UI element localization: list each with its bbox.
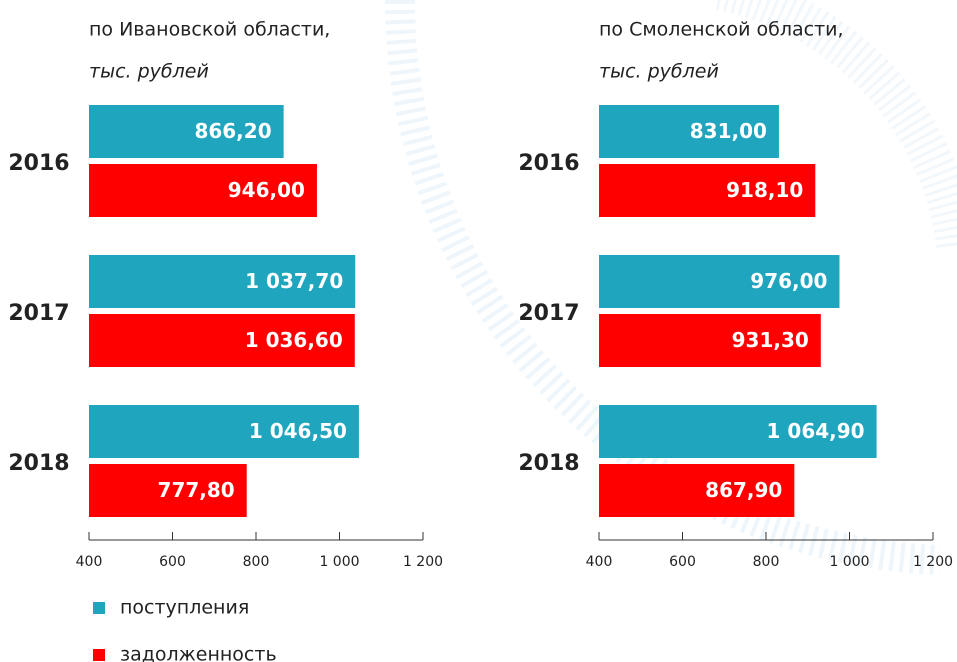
value-label: 918,10 bbox=[726, 178, 803, 202]
value-label: 1 036,60 bbox=[245, 328, 343, 352]
value-label: 1 046,50 bbox=[249, 419, 347, 443]
category-label: 2018 bbox=[8, 451, 69, 476]
legend-swatch bbox=[93, 602, 105, 614]
x-tick-label: 400 bbox=[586, 554, 613, 570]
chart-subtitle: тыс. рублей bbox=[599, 61, 719, 83]
x-tick-label: 1 000 bbox=[319, 554, 359, 570]
x-tick-label: 400 bbox=[76, 554, 103, 570]
value-label: 931,30 bbox=[732, 328, 809, 352]
category-label: 2018 bbox=[518, 451, 579, 476]
legend-label: поступления bbox=[120, 597, 249, 619]
chart-title: по Ивановской области, bbox=[89, 19, 330, 41]
category-label: 2017 bbox=[8, 301, 69, 326]
value-label: 976,00 bbox=[750, 269, 827, 293]
category-label: 2016 bbox=[8, 151, 69, 176]
legend-swatch bbox=[93, 649, 105, 661]
page: по Ивановской области, тыс. рублей 2016 866… bbox=[0, 0, 957, 662]
value-label: 777,80 bbox=[158, 478, 235, 502]
chart-subtitle: тыс. рублей bbox=[89, 61, 209, 83]
value-label: 866,20 bbox=[194, 119, 271, 143]
x-tick-label: 1 200 bbox=[913, 554, 953, 570]
x-tick-label: 1 200 bbox=[403, 554, 443, 570]
x-tick-label: 800 bbox=[753, 554, 780, 570]
x-tick-label: 800 bbox=[243, 554, 270, 570]
category-label: 2017 bbox=[518, 301, 579, 326]
value-label: 831,00 bbox=[690, 119, 767, 143]
x-tick-label: 600 bbox=[159, 554, 186, 570]
legend-label: задолженность bbox=[120, 644, 277, 662]
chart-title: по Смоленской области, bbox=[599, 19, 844, 41]
value-label: 1 064,90 bbox=[767, 419, 865, 443]
value-label: 1 037,70 bbox=[245, 269, 343, 293]
category-label: 2016 bbox=[518, 151, 579, 176]
x-tick-label: 1 000 bbox=[829, 554, 869, 570]
value-label: 946,00 bbox=[228, 178, 305, 202]
x-tick-label: 600 bbox=[669, 554, 696, 570]
value-label: 867,90 bbox=[705, 478, 782, 502]
